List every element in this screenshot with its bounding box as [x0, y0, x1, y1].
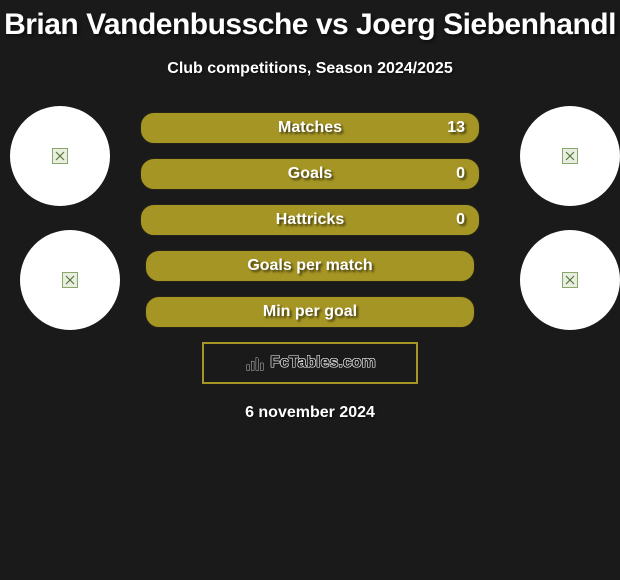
- stat-bar-goals: Goals 0: [140, 158, 480, 190]
- brand-badge[interactable]: FcTables.com: [202, 342, 418, 384]
- stat-value: 13: [447, 119, 465, 137]
- chart-icon: [244, 352, 266, 374]
- stat-value: 0: [456, 211, 465, 229]
- page-title: Brian Vandenbussche vs Joerg Siebenhandl: [0, 0, 620, 42]
- date-text: 6 november 2024: [0, 404, 620, 422]
- avatar-player2: [520, 230, 620, 330]
- avatar-player2-club: [520, 106, 620, 206]
- stat-bar-min-per-goal: Min per goal: [145, 296, 475, 328]
- brand-text: FcTables.com: [270, 354, 376, 372]
- broken-image-icon: [562, 272, 578, 288]
- stat-label: Hattricks: [276, 211, 344, 229]
- stat-bar-matches: Matches 13: [140, 112, 480, 144]
- stat-bar-goals-per-match: Goals per match: [145, 250, 475, 282]
- broken-image-icon: [52, 148, 68, 164]
- stat-label: Matches: [278, 119, 342, 137]
- stat-value: 0: [456, 165, 465, 183]
- stat-label: Min per goal: [263, 303, 357, 321]
- broken-image-icon: [62, 272, 78, 288]
- broken-image-icon: [562, 148, 578, 164]
- stat-label: Goals: [288, 165, 332, 183]
- stat-label: Goals per match: [247, 257, 372, 275]
- avatar-player1-club: [10, 106, 110, 206]
- stat-list: Matches 13 Goals 0 Hattricks 0 Goals per…: [140, 106, 480, 328]
- avatar-player1: [20, 230, 120, 330]
- stat-bar-hattricks: Hattricks 0: [140, 204, 480, 236]
- subtitle: Club competitions, Season 2024/2025: [0, 60, 620, 78]
